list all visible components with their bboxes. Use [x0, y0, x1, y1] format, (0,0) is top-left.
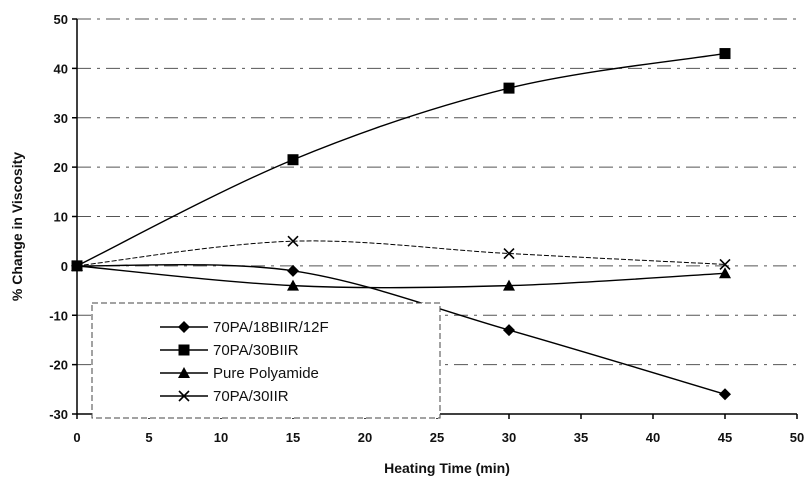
- x-tick-label: 50: [790, 430, 804, 445]
- x-tick-label: 15: [286, 430, 300, 445]
- data-point: [719, 388, 731, 401]
- legend-item: 70PA/30BIIR: [160, 342, 299, 359]
- legend-marker: [178, 390, 190, 402]
- data-point: [503, 279, 515, 291]
- series-line: [76, 265, 726, 289]
- legend-item: 70PA/30IIR: [160, 388, 289, 405]
- legend-item: 70PA/18BIIR/12F: [160, 319, 329, 336]
- legend-label: Pure Polyamide: [213, 365, 319, 382]
- x-tick-label: 30: [502, 430, 516, 445]
- data-point: [287, 264, 299, 277]
- data-point: [503, 247, 515, 260]
- y-tick-label: 20: [54, 160, 68, 175]
- series-2: [71, 48, 731, 272]
- x-tick-label: 10: [214, 430, 228, 445]
- data-point: [71, 260, 83, 272]
- data-point: [287, 279, 299, 291]
- data-point: [719, 48, 731, 60]
- x-tick-labels: 0 5 10 15 20 25 30 35 40 45 50: [73, 414, 804, 445]
- y-tick-label: -20: [49, 358, 68, 373]
- legend-label: 70PA/30BIIR: [213, 342, 299, 359]
- y-tick-label: 0: [61, 259, 68, 274]
- data-point: [719, 258, 731, 270]
- series-line: [76, 52, 726, 267]
- legend-label: 70PA/30IIR: [213, 388, 289, 405]
- x-tick-label: 25: [430, 430, 444, 445]
- data-point: [287, 235, 299, 247]
- data-point: [287, 154, 299, 166]
- x-tick-label: 5: [145, 430, 152, 445]
- x-axis-title: Heating Time (min): [384, 460, 510, 476]
- series-line: [76, 240, 726, 267]
- series-line: [76, 263, 726, 395]
- legend-marker: [178, 321, 190, 333]
- y-tick-label: 30: [54, 111, 68, 126]
- x-tick-label: 40: [646, 430, 660, 445]
- legend-marker: [178, 344, 190, 356]
- y-tick-label: -30: [49, 407, 68, 422]
- x-tick-label: 0: [73, 430, 80, 445]
- legend: 70PA/18BIIR/12F 70PA/30BIIR Pure Polyamide…: [91, 302, 441, 419]
- y-axis-title: % Change in Viscosity: [9, 152, 25, 301]
- legend-label: 70PA/18BIIR/12F: [213, 319, 329, 336]
- data-point: [719, 267, 731, 279]
- data-point: [503, 82, 515, 94]
- y-tick-label: 10: [54, 210, 68, 225]
- y-tick-label: 40: [54, 61, 68, 76]
- legend-marker: [178, 367, 190, 378]
- series-4: [71, 235, 731, 272]
- legend-item: Pure Polyamide: [160, 365, 319, 382]
- series-lines: [71, 48, 731, 401]
- legend-box: [91, 302, 441, 419]
- data-point: [503, 324, 515, 337]
- x-tick-label: 45: [718, 430, 732, 445]
- y-tick-label: -10: [49, 308, 68, 323]
- y-tick-label: 50: [54, 12, 68, 27]
- x-tick-label: 20: [358, 430, 372, 445]
- x-tick-label: 35: [574, 430, 588, 445]
- y-tick-labels: 50 40 30 20 10 0 -10 -20 -30: [49, 12, 77, 422]
